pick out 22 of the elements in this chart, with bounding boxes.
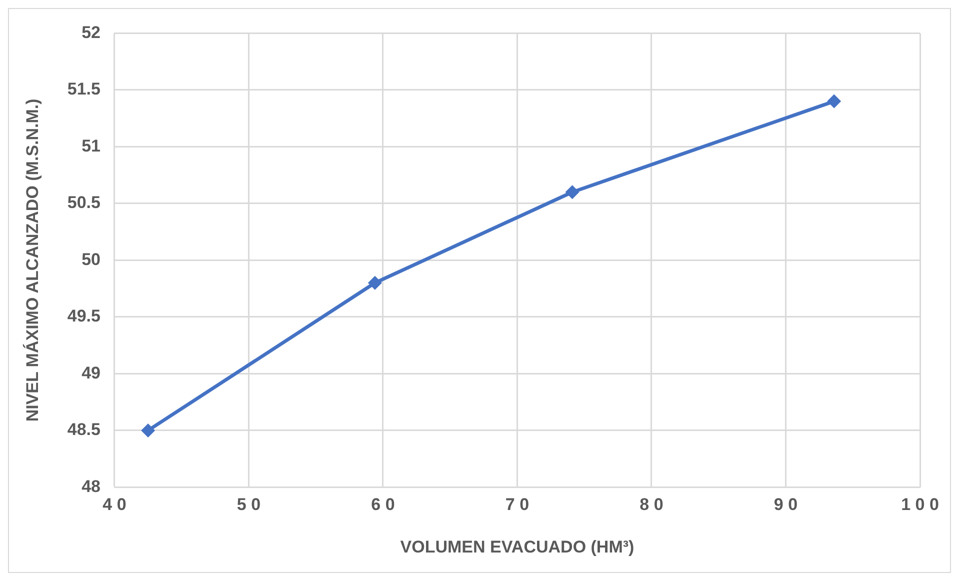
x-tick-label: 9 0 [774,495,798,514]
x-axis-title: VOLUMEN EVACUADO (HM³) [400,537,634,556]
y-tick-label: 48.5 [67,420,100,440]
y-tick-label: 49.5 [67,306,100,326]
point [141,423,156,438]
x-tick-label: 6 0 [371,495,395,514]
x-tick-label: 7 0 [505,495,530,514]
y-tick-label: 51.5 [67,80,100,99]
x-tick-label: 4 0 [102,495,126,514]
y-tick-label: 51 [82,136,100,156]
y-tick-label: 52 [82,22,100,42]
y-axis-title: NIVEL MÁXIMO ALCANZADO (M.S.N.M.) [22,98,42,422]
y-tick-label: 49 [82,363,100,382]
y-tick-label: 50.5 [67,193,100,212]
y-tick-label: 48 [82,476,100,496]
point [827,94,842,108]
point [368,276,382,290]
y-tick-label: 50 [82,250,100,269]
x-tick-label: 8 0 [640,495,664,514]
x-tick-label: 1 0 0 [901,495,939,514]
point [565,185,580,200]
x-tick-label: 5 0 [236,495,261,514]
